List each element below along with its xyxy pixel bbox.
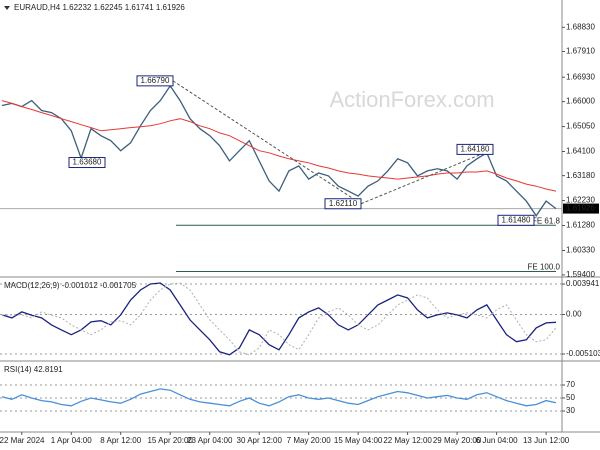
- y-tick-label: 1.63180: [566, 171, 595, 180]
- y-tick-label: 50: [566, 393, 575, 402]
- y-tick-label: 0.003941: [566, 279, 600, 288]
- price-annotation: 1.63680: [73, 158, 102, 167]
- price-annotation-box: [68, 157, 106, 169]
- x-tick-label: 15 Apr 20:00: [147, 436, 193, 445]
- price-annotation-box: [456, 143, 494, 155]
- chart-title: EURAUD,H4 1.62232 1.62245 1.61741 1.6192…: [14, 3, 185, 12]
- price-annotation-box: [324, 198, 362, 210]
- price-annotation-box: [136, 75, 174, 87]
- price-annotation: 1.62110: [329, 199, 358, 208]
- watermark: ActionForex.com: [329, 87, 494, 112]
- y-tick-label: 1.66000: [566, 97, 595, 106]
- x-tick-label: 30 Apr 12:00: [237, 436, 283, 445]
- x-tick-label: 22 May 12:00: [383, 436, 432, 445]
- y-tick-label: 1.60330: [566, 246, 595, 255]
- macd-title: MACD(12,26,9) -0.001012 -0.001705: [4, 281, 137, 290]
- price-annotation: 1.64180: [461, 145, 490, 154]
- y-tick-label: 1.68830: [566, 22, 595, 31]
- y-tick-label: -0.005103: [566, 349, 600, 358]
- fe-label: FE 61.8: [532, 216, 561, 225]
- x-tick-label: 6 Jun 04:00: [476, 436, 518, 445]
- x-tick-label: 15 May 04:00: [334, 436, 383, 445]
- x-tick-label: 29 May 20:00: [433, 436, 482, 445]
- price-annotation-box: [497, 214, 535, 226]
- symbol-marker: [4, 6, 10, 10]
- y-tick-label: 1.67910: [566, 47, 595, 56]
- x-tick-label: 8 Apr 12:00: [100, 436, 141, 445]
- price-annotation: 1.61480: [502, 215, 531, 224]
- series-line: [1, 282, 557, 356]
- y-tick-label: 0.00: [566, 310, 582, 319]
- x-tick-label: 7 May 20:00: [287, 436, 332, 445]
- trend-line: [172, 80, 362, 205]
- trend-line: [360, 148, 494, 205]
- y-tick-label: 1.61280: [566, 221, 595, 230]
- x-tick-label: 13 Jun 12:00: [523, 436, 570, 445]
- y-tick-label: 1.65050: [566, 122, 595, 131]
- last-price-box: [563, 203, 599, 214]
- y-tick-label: 1.66930: [566, 72, 595, 81]
- series-line: [1, 84, 557, 217]
- last-price-label: 1.61926: [566, 204, 595, 213]
- series-line: [1, 388, 557, 407]
- y-tick-label: 1.64100: [566, 147, 595, 156]
- rsi-title: RSI(14) 42.8191: [4, 365, 63, 374]
- price-annotation: 1.66790: [141, 76, 170, 85]
- x-tick-label: 23 Apr 04:00: [187, 436, 233, 445]
- y-tick-label: 30: [566, 406, 575, 415]
- series-line: [1, 100, 557, 192]
- y-tick-label: 1.59400: [566, 270, 595, 279]
- series-line: [2, 282, 557, 356]
- x-tick-label: 22 Mar 2024: [0, 436, 45, 445]
- y-tick-label: 1.62230: [566, 196, 595, 205]
- y-tick-label: 70: [566, 380, 575, 389]
- x-tick-label: 1 Apr 04:00: [51, 436, 92, 445]
- fe-label: FE 100.0: [528, 263, 561, 272]
